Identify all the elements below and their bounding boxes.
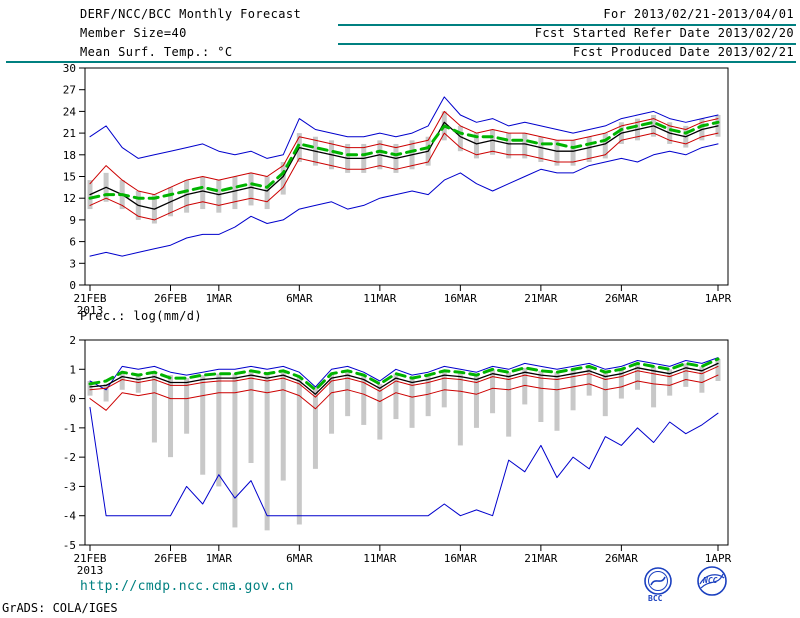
svg-text:11MAR: 11MAR — [363, 292, 396, 305]
precip-chart-title: Prec.: log(mm/d) — [80, 309, 202, 323]
svg-text:26MAR: 26MAR — [605, 292, 638, 305]
svg-text:-4: -4 — [63, 510, 77, 523]
svg-text:18: 18 — [63, 149, 76, 162]
svg-text:16MAR: 16MAR — [444, 552, 477, 565]
svg-text:-1: -1 — [63, 422, 76, 435]
svg-text:1APR: 1APR — [705, 292, 732, 305]
svg-text:6: 6 — [69, 236, 76, 249]
svg-text:-5: -5 — [63, 539, 76, 552]
svg-text:24: 24 — [63, 105, 77, 118]
member-size-label: Member Size=40 — [80, 26, 187, 40]
header-divider-2 — [338, 43, 796, 45]
cmdp-url: http://cmdp.ncc.cma.gov.cn — [80, 579, 294, 594]
svg-text:1APR: 1APR — [705, 552, 732, 565]
header-divider-1 — [338, 24, 796, 26]
svg-text:26MAR: 26MAR — [605, 552, 638, 565]
svg-text:0: 0 — [69, 279, 76, 292]
svg-text:2013: 2013 — [77, 564, 104, 577]
svg-text:15: 15 — [63, 171, 76, 184]
svg-text:3: 3 — [69, 257, 76, 270]
svg-text:30: 30 — [63, 62, 76, 75]
bcc-logo — [644, 567, 672, 595]
fcst-produced-date-label: Fcst Produced Date 2013/02/21 — [572, 45, 794, 59]
svg-text:6MAR: 6MAR — [286, 552, 313, 565]
svg-text:12: 12 — [63, 192, 76, 205]
svg-text:27: 27 — [63, 84, 76, 97]
precip-chart: -5 -4 -3 -2 -1 0 1 2 21FEB 26FEB 1MAR 6MAR 11MAR 16MA… — [63, 334, 732, 577]
svg-text:-2: -2 — [63, 451, 76, 464]
svg-text:11MAR: 11MAR — [363, 552, 396, 565]
grads-credit: GrADS: COLA/IGES — [2, 601, 118, 615]
svg-text:9: 9 — [69, 214, 76, 227]
temperature-chart: 0 3 6 9 12 15 18 21 24 27 30 21FEB 26FEB 1MAR 6MAR 11MA… — [63, 62, 732, 317]
svg-text:21MAR: 21MAR — [524, 292, 557, 305]
svg-text:0: 0 — [69, 393, 76, 406]
svg-text:2013: 2013 — [77, 304, 104, 317]
fcst-start-date-label: Fcst Started Refer Date 2013/02/20 — [534, 26, 794, 40]
svg-text:26FEB: 26FEB — [154, 292, 187, 305]
svg-text:21MAR: 21MAR — [524, 552, 557, 565]
svg-text:21: 21 — [63, 127, 76, 140]
svg-text:-3: -3 — [63, 480, 76, 493]
svg-text:21FEB: 21FEB — [73, 552, 106, 565]
svg-text:1MAR: 1MAR — [206, 292, 233, 305]
header-divider-3 — [6, 61, 796, 63]
svg-text:26FEB: 26FEB — [154, 552, 187, 565]
svg-text:21FEB: 21FEB — [73, 292, 106, 305]
ncc-logo-label: NCC — [703, 576, 718, 585]
svg-text:16MAR: 16MAR — [444, 292, 477, 305]
footer-logos — [644, 566, 727, 596]
bcc-logo-label: BCC — [648, 594, 663, 603]
svg-text:6MAR: 6MAR — [286, 292, 313, 305]
ncc-logo — [697, 566, 727, 596]
svg-text:1: 1 — [69, 363, 76, 376]
svg-text:1MAR: 1MAR — [206, 552, 233, 565]
temp-units-label: Mean Surf. Temp.: °C — [80, 45, 233, 59]
forecast-range-label: For 2013/02/21-2013/04/01 — [603, 7, 794, 21]
forecast-title: DERF/NCC/BCC Monthly Forecast — [80, 7, 302, 21]
svg-text:2: 2 — [69, 334, 76, 347]
